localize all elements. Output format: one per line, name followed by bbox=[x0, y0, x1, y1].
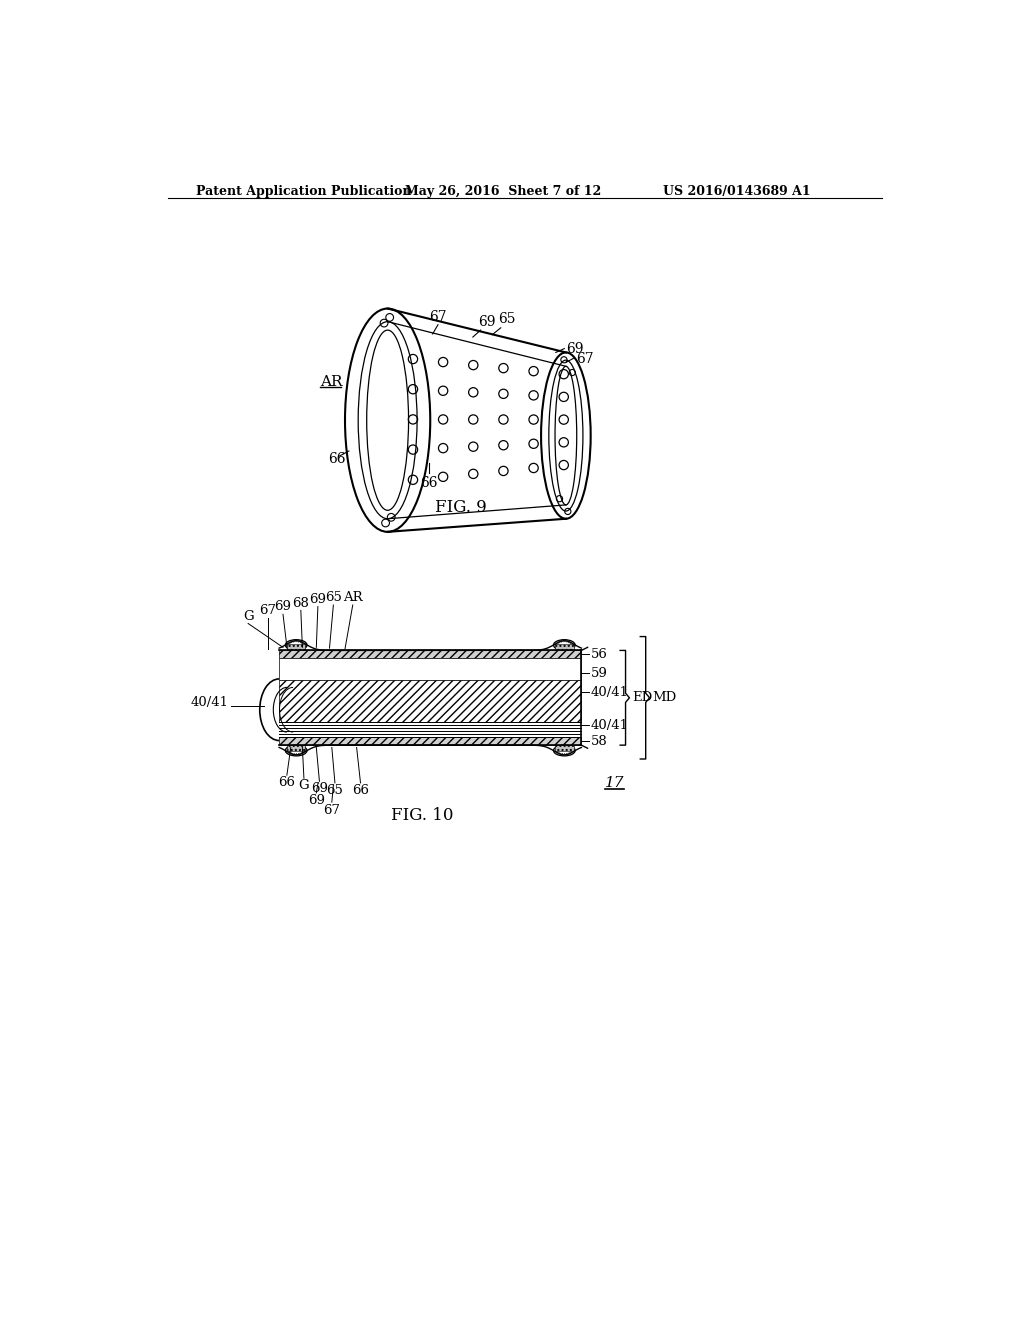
Text: G: G bbox=[243, 610, 253, 623]
Ellipse shape bbox=[554, 744, 575, 756]
Bar bbox=[280, 651, 582, 659]
Text: MD: MD bbox=[652, 692, 677, 705]
Text: 59: 59 bbox=[591, 667, 607, 680]
Text: 66: 66 bbox=[420, 475, 437, 490]
Ellipse shape bbox=[286, 640, 307, 651]
Ellipse shape bbox=[558, 747, 570, 754]
Text: 68: 68 bbox=[293, 597, 309, 610]
Text: 58: 58 bbox=[591, 735, 607, 748]
Text: 69: 69 bbox=[478, 315, 496, 330]
Text: 69: 69 bbox=[309, 593, 327, 606]
Text: 67: 67 bbox=[324, 804, 340, 817]
Text: FIG. 9: FIG. 9 bbox=[435, 499, 487, 516]
Text: 40/41: 40/41 bbox=[591, 718, 629, 731]
Ellipse shape bbox=[286, 744, 307, 756]
Text: AR: AR bbox=[321, 375, 343, 388]
Ellipse shape bbox=[290, 747, 303, 754]
Text: US 2016/0143689 A1: US 2016/0143689 A1 bbox=[663, 185, 810, 198]
Bar bbox=[287, 744, 305, 751]
Text: 65: 65 bbox=[325, 591, 342, 605]
Text: 65: 65 bbox=[499, 313, 516, 326]
Text: AR: AR bbox=[343, 591, 362, 605]
Text: 69: 69 bbox=[274, 601, 292, 614]
Text: 66: 66 bbox=[279, 776, 295, 789]
Bar bbox=[555, 644, 573, 651]
Text: 40/41: 40/41 bbox=[591, 686, 629, 698]
Text: 56: 56 bbox=[591, 648, 607, 661]
Text: G: G bbox=[299, 779, 309, 792]
Bar bbox=[280, 738, 582, 744]
Text: 65: 65 bbox=[327, 784, 343, 797]
Ellipse shape bbox=[558, 642, 570, 648]
Text: 67: 67 bbox=[259, 605, 276, 618]
Ellipse shape bbox=[290, 642, 303, 648]
Text: 66: 66 bbox=[328, 451, 345, 466]
Ellipse shape bbox=[554, 640, 575, 651]
Bar bbox=[280, 659, 582, 680]
Text: FIG. 10: FIG. 10 bbox=[391, 807, 454, 824]
Text: 69: 69 bbox=[308, 795, 325, 808]
Bar bbox=[555, 744, 573, 751]
Text: 69: 69 bbox=[566, 342, 584, 356]
Text: Patent Application Publication: Patent Application Publication bbox=[197, 185, 412, 198]
Text: ED: ED bbox=[633, 692, 652, 705]
Text: 17: 17 bbox=[604, 776, 624, 791]
Text: 66: 66 bbox=[352, 784, 369, 797]
Text: 69: 69 bbox=[311, 781, 328, 795]
Bar bbox=[280, 680, 582, 722]
Text: 67: 67 bbox=[429, 310, 446, 323]
Bar bbox=[287, 644, 305, 651]
Text: May 26, 2016  Sheet 7 of 12: May 26, 2016 Sheet 7 of 12 bbox=[406, 185, 602, 198]
Text: 40/41: 40/41 bbox=[190, 696, 228, 709]
Text: 67: 67 bbox=[575, 351, 594, 366]
